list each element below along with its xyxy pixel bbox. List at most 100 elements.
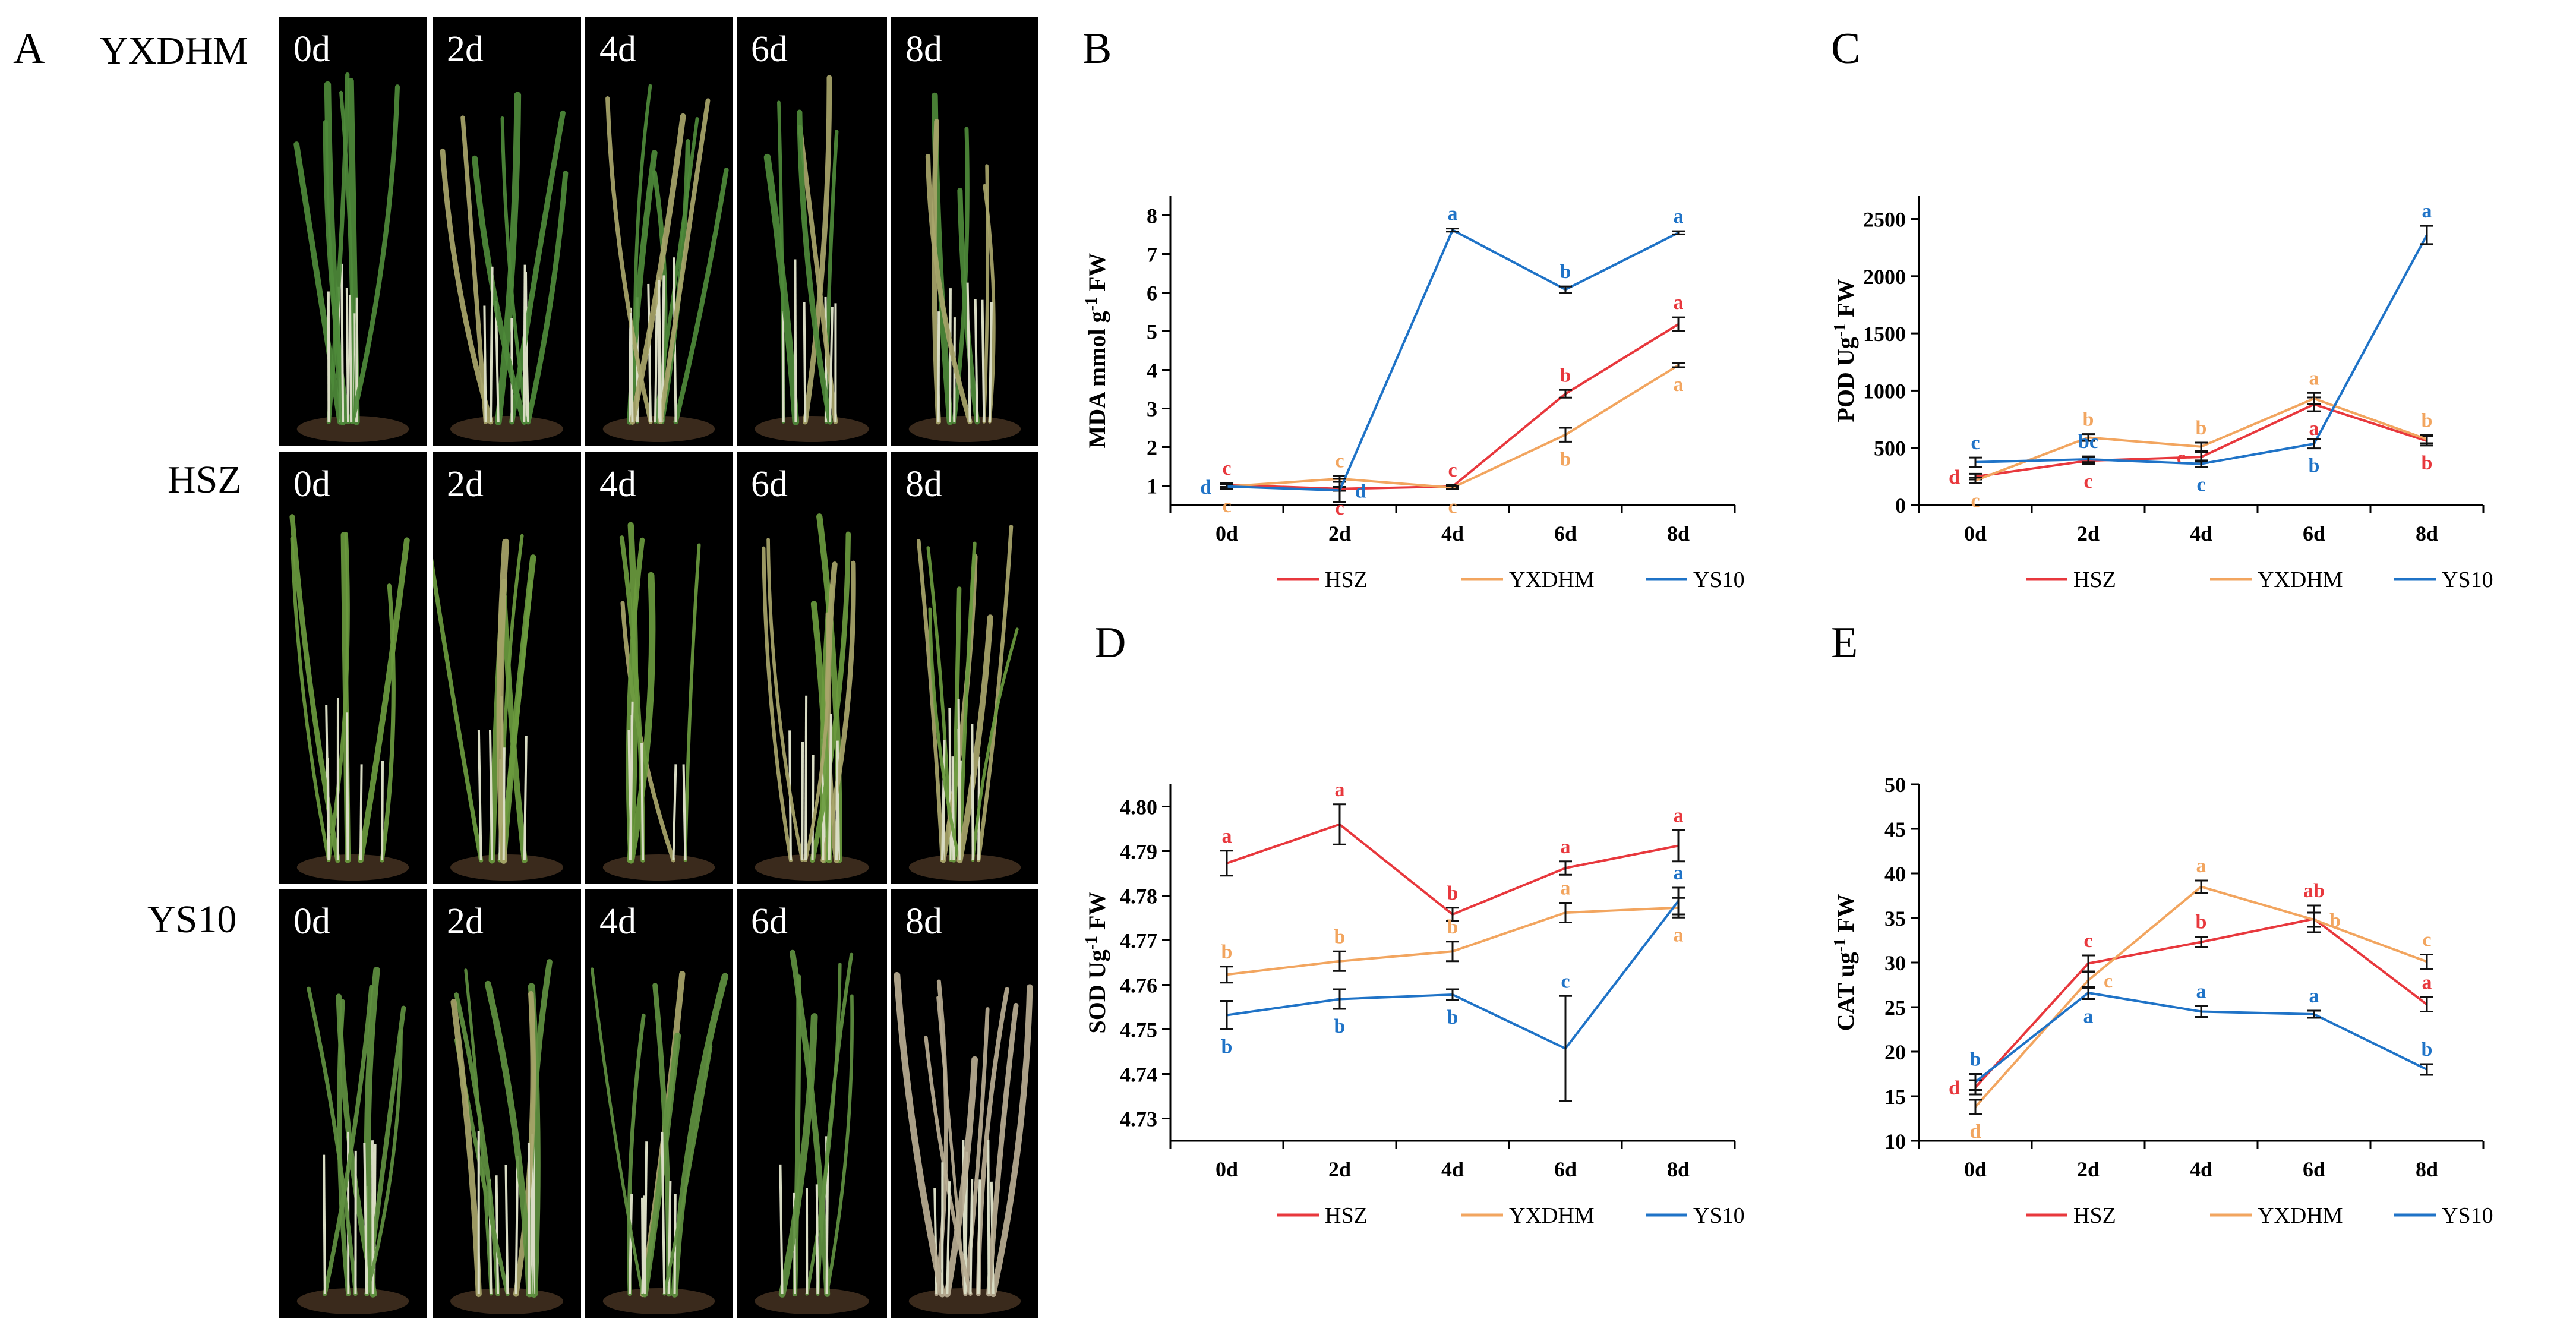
significance-letter: b: [2196, 417, 2207, 439]
y-tick-label: 2500: [1863, 208, 1906, 232]
significance-letter: d: [1355, 480, 1366, 502]
y-tick-label: 4.78: [1120, 885, 1157, 908]
day-label: 8d: [905, 464, 942, 504]
y-tick-label: 1: [1147, 475, 1157, 498]
y-tick-label: 2000: [1863, 265, 1906, 289]
x-tick-label: 8d: [2416, 522, 2438, 545]
y-tick-label: 1500: [1863, 322, 1906, 346]
day-label: 2d: [447, 29, 484, 70]
significance-letter: a: [1674, 804, 1684, 826]
significance-letter: c: [1448, 496, 1457, 518]
significance-letter: b: [1447, 1007, 1459, 1028]
seedling-illustration: [296, 967, 409, 1314]
y-tick-label: 8: [1147, 204, 1157, 228]
x-tick-label: 2d: [1328, 522, 1351, 545]
legend-label-hsz: HSZ: [2073, 1203, 2116, 1228]
significance-letter: a: [1561, 878, 1571, 900]
plant-photo: 4d: [585, 889, 733, 1318]
y-tick-label: 4.80: [1120, 796, 1157, 819]
significance-letter: b: [1334, 926, 1346, 948]
x-tick-label: 2d: [2077, 522, 2100, 545]
day-label: 0d: [293, 29, 330, 70]
significance-letter: c: [1561, 970, 1570, 992]
y-tick-label: 4.74: [1120, 1063, 1157, 1087]
legend-label-yxdhm: YXDHM: [1509, 567, 1595, 592]
panel-letter-d: D: [1094, 619, 1126, 667]
y-tick-label: 1000: [1863, 379, 1906, 403]
y-axis-label-unit: FW: [1832, 894, 1859, 938]
legend-label-ys10: YS10: [2442, 1203, 2493, 1228]
day-label: 4d: [599, 29, 636, 70]
significance-letter: a: [2309, 418, 2319, 440]
significance-letter: c: [1222, 495, 1231, 517]
seedling-illustration: [289, 514, 410, 881]
y-tick-label: 50: [1884, 773, 1906, 797]
chart-e-cat: 10 15 20 25 30 35 40 45 50 0d 2d 4d 6d 8d CAT ug-1 FW d…: [1831, 773, 2493, 1228]
x-tick-label: 6d: [2303, 1157, 2325, 1181]
significance-letter: a: [1674, 862, 1684, 884]
x-tick-label: 0d: [1964, 1157, 1987, 1181]
y-axis-label-main: POD Ug: [1832, 337, 1859, 422]
plant-photo: 8d: [891, 452, 1038, 884]
significance-letter: a: [2309, 367, 2319, 389]
day-label: 0d: [293, 464, 330, 504]
plant-photo: 4d: [585, 452, 733, 884]
significance-letter: a: [1561, 836, 1571, 858]
plant-photo: 4d: [585, 17, 733, 446]
y-tick-label: 500: [1874, 437, 1906, 460]
x-tick-label: 4d: [1441, 522, 1464, 545]
legend-label-hsz: HSZ: [2073, 567, 2116, 592]
panel-letter-e: E: [1831, 619, 1858, 667]
day-label: 6d: [751, 464, 788, 504]
y-axis-label: POD Ug-1 FW: [1831, 279, 1859, 422]
seedling-illustration: [450, 959, 563, 1314]
significance-letter: d: [1949, 1077, 1960, 1099]
plant-photo: 0d: [279, 17, 427, 446]
seedling-illustration: [908, 525, 1021, 881]
significance-letter: a: [2083, 1006, 2094, 1028]
seedling-illustration: [433, 534, 563, 881]
y-tick-label: 40: [1884, 862, 1906, 886]
row-label-hsz: HSZ: [168, 458, 242, 501]
y-axis-label-superscript: -1: [1082, 936, 1101, 949]
significance-letter: b: [1970, 1049, 1981, 1071]
significance-letter: b: [1447, 882, 1459, 904]
plant-photo: 2d: [433, 889, 581, 1318]
seedling-illustration: [440, 92, 569, 442]
legend-label-hsz: HSZ: [1325, 1203, 1368, 1228]
significance-letter: a: [1674, 924, 1684, 946]
plant-photo: 2d: [433, 452, 581, 884]
seedling-illustration: [755, 75, 869, 442]
significance-letter: b: [1221, 1036, 1233, 1058]
x-tick-label: 4d: [1441, 1157, 1464, 1181]
legend-label-ys10: YS10: [2442, 567, 2493, 592]
plant-photo: 0d: [279, 452, 427, 884]
significance-letter: b: [2196, 911, 2207, 933]
significance-letter: c: [1222, 458, 1231, 479]
significance-letter: d: [1949, 466, 1960, 488]
significance-letter: c: [2083, 471, 2092, 493]
x-tick-label: 6d: [1554, 522, 1577, 545]
series-line-ys10: [1226, 228, 1679, 492]
x-tick-label: 8d: [2416, 1157, 2438, 1181]
y-axis-label-unit: FW: [1084, 892, 1110, 936]
x-tick-label: 6d: [1554, 1157, 1577, 1181]
significance-letter: a: [2422, 200, 2432, 222]
seedling-illustration: [755, 949, 869, 1314]
panel-letter-b: B: [1082, 24, 1112, 73]
y-tick-label: 7: [1147, 243, 1157, 267]
y-axis-label-superscript: -1: [1831, 938, 1849, 952]
y-axis-label-main: SOD Ug: [1084, 949, 1110, 1033]
y-axis-label-superscript: -1: [1831, 323, 1849, 337]
day-label: 0d: [293, 901, 330, 942]
x-tick-label: 8d: [1667, 1157, 1690, 1181]
y-tick-label: 0: [1895, 494, 1906, 518]
y-axis-label-unit: FW: [1084, 253, 1110, 297]
significance-letter: b: [2422, 452, 2433, 474]
row-label-yxdhm: YXDHM: [100, 29, 248, 72]
significance-letter: a: [1674, 374, 1684, 396]
legend-label-hsz: HSZ: [1325, 567, 1368, 592]
seedling-illustration: [894, 971, 1033, 1314]
x-tick-label: 2d: [2077, 1157, 2100, 1181]
